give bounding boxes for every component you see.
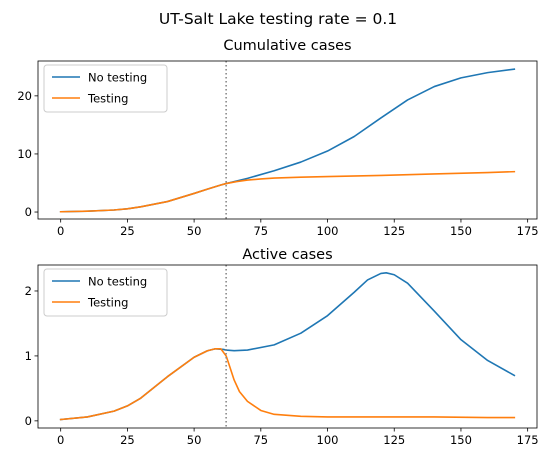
- y-tick-label: 0: [25, 414, 32, 428]
- series-line-testing: [59, 170, 516, 213]
- y-tick-label: 1: [25, 349, 32, 363]
- chart-title: Active cases: [242, 247, 332, 263]
- x-tick-label: 0: [57, 224, 64, 238]
- x-tick-label: 100: [317, 433, 339, 447]
- x-tick-label: 125: [383, 433, 405, 447]
- x-tick-label: 175: [517, 224, 539, 238]
- x-tick-label: 0: [57, 433, 64, 447]
- x-tick-label: 150: [450, 433, 472, 447]
- axes-frame: [37, 264, 538, 429]
- y-tick-label: 0: [25, 205, 32, 219]
- x-tick-label: 25: [120, 224, 135, 238]
- legend-label: No testing: [88, 71, 147, 85]
- x-tick-label: 75: [253, 224, 268, 238]
- axes-frame: [37, 60, 538, 220]
- legend-label: Testing: [87, 92, 128, 106]
- x-tick-label: 50: [187, 433, 202, 447]
- x-tick-label: 100: [317, 224, 339, 238]
- x-tick-label: 125: [383, 224, 405, 238]
- y-tick-label: 10: [17, 147, 32, 161]
- y-tick-label: 2: [25, 284, 32, 298]
- legend-label: Testing: [87, 296, 128, 310]
- x-tick-label: 175: [517, 433, 539, 447]
- legend-label: No testing: [88, 275, 147, 289]
- x-tick-label: 25: [120, 433, 135, 447]
- chart-title: Cumulative cases: [223, 38, 351, 54]
- series-line-testing: [59, 347, 516, 421]
- chart-panel-2: Active cases 0 25 50 75 100 125 150 175 0 1 2 No tes…: [25, 247, 539, 447]
- x-tick-label: 150: [450, 224, 472, 238]
- x-tick-label: 75: [253, 433, 268, 447]
- chart-panel-1: Cumulative cases 0 25 50 75 100 125 150 175 0 10 20…: [17, 38, 538, 238]
- x-tick-label: 50: [187, 224, 202, 238]
- y-tick-label: 20: [17, 89, 32, 103]
- figure-suptitle: UT-Salt Lake testing rate = 0.1: [159, 10, 397, 28]
